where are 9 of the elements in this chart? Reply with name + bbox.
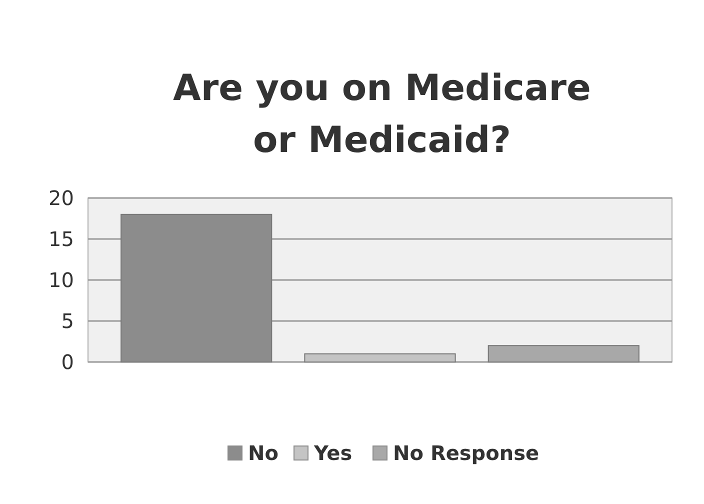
y-tick-label: 5 <box>61 309 74 333</box>
y-tick-label: 10 <box>48 268 74 292</box>
y-tick-label: 0 <box>61 350 74 374</box>
legend-label: Yes <box>313 441 352 465</box>
y-tick-label: 15 <box>48 227 74 251</box>
legend-label: No Response <box>393 441 540 465</box>
chart-title: Are you on Medicare or Medicaid? <box>173 68 591 161</box>
y-tick-label: 20 <box>48 186 74 210</box>
legend-label: No <box>248 441 278 465</box>
